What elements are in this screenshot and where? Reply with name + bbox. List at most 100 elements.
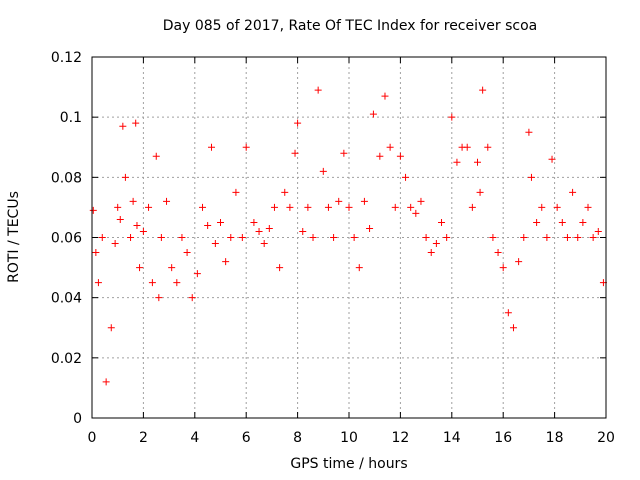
data-point bbox=[168, 264, 176, 272]
data-point bbox=[217, 218, 224, 226]
data-point bbox=[515, 258, 523, 266]
data-point bbox=[294, 119, 302, 127]
data-point bbox=[232, 188, 240, 196]
data-point bbox=[260, 240, 268, 248]
data-point bbox=[548, 155, 556, 163]
data-point bbox=[396, 152, 404, 160]
data-point bbox=[520, 234, 528, 241]
data-point bbox=[92, 249, 100, 257]
x-tick-label: 12 bbox=[391, 430, 409, 446]
data-point bbox=[443, 234, 451, 241]
data-point bbox=[427, 249, 435, 257]
data-point bbox=[89, 206, 97, 214]
data-point bbox=[309, 234, 317, 241]
data-point bbox=[129, 197, 137, 205]
data-point bbox=[330, 234, 338, 241]
data-point bbox=[355, 264, 363, 272]
data-point bbox=[340, 149, 348, 157]
data-point bbox=[553, 203, 561, 211]
data-point bbox=[286, 203, 294, 211]
data-point bbox=[299, 227, 307, 235]
data-point bbox=[173, 279, 181, 287]
data-point bbox=[417, 197, 425, 205]
x-tick-label: 6 bbox=[242, 430, 251, 446]
data-point bbox=[291, 149, 299, 157]
data-point bbox=[594, 227, 602, 235]
data-point bbox=[438, 218, 446, 226]
data-point bbox=[111, 240, 119, 248]
data-point bbox=[538, 203, 546, 211]
data-point bbox=[121, 173, 129, 181]
data-point bbox=[407, 203, 415, 211]
data-point bbox=[255, 227, 263, 235]
data-point bbox=[574, 234, 582, 241]
data-point bbox=[345, 203, 353, 211]
data-point bbox=[242, 143, 250, 151]
y-tick-label: 0.1 bbox=[60, 110, 82, 126]
data-point bbox=[276, 264, 284, 272]
data-point bbox=[157, 234, 165, 241]
data-point bbox=[402, 173, 410, 181]
x-tick-label: 0 bbox=[88, 430, 97, 446]
x-tick-label: 20 bbox=[597, 430, 615, 446]
axis-ticks: 0 2 4 6 8 10 12 14 16 18 20 0 0.02 0.04 0.06 0.08 0.1 0.1… bbox=[51, 50, 615, 446]
data-point bbox=[98, 234, 106, 241]
x-tick-label: 2 bbox=[139, 430, 148, 446]
data-point bbox=[183, 249, 191, 257]
data-point bbox=[208, 143, 216, 151]
data-point bbox=[509, 324, 517, 332]
data-point bbox=[222, 258, 230, 266]
data-point bbox=[199, 203, 207, 211]
data-point bbox=[127, 234, 135, 241]
data-point bbox=[116, 215, 124, 223]
data-point bbox=[589, 234, 597, 241]
data-point bbox=[558, 218, 566, 226]
data-point bbox=[386, 143, 394, 151]
data-point bbox=[448, 113, 456, 121]
data-point bbox=[479, 86, 487, 94]
data-point bbox=[412, 209, 420, 217]
data-point bbox=[484, 143, 492, 151]
data-point bbox=[102, 378, 110, 386]
data-point bbox=[569, 188, 577, 196]
data-point bbox=[543, 234, 551, 241]
data-point bbox=[525, 128, 533, 136]
data-point bbox=[94, 279, 102, 287]
x-axis-label: GPS time / hours bbox=[290, 456, 408, 472]
data-point bbox=[250, 218, 258, 226]
data-point bbox=[381, 92, 389, 100]
data-point bbox=[579, 218, 587, 226]
data-point bbox=[366, 224, 374, 232]
data-point bbox=[152, 152, 160, 160]
x-tick-label: 10 bbox=[340, 430, 358, 446]
data-point bbox=[489, 234, 497, 241]
data-point bbox=[204, 221, 212, 229]
data-point bbox=[270, 203, 278, 211]
data-point bbox=[163, 197, 171, 205]
data-point bbox=[432, 240, 440, 248]
data-point bbox=[193, 270, 201, 278]
data-point bbox=[563, 234, 571, 241]
x-tick-label: 18 bbox=[546, 430, 564, 446]
data-point bbox=[335, 197, 343, 205]
data-point bbox=[178, 234, 186, 241]
data-point bbox=[499, 264, 507, 272]
data-point bbox=[132, 119, 140, 127]
data-point bbox=[136, 264, 144, 272]
data-point bbox=[376, 152, 384, 160]
grid bbox=[92, 57, 606, 418]
y-tick-label: 0.02 bbox=[51, 351, 82, 367]
chart-title: Day 085 of 2017, Rate Of TEC Index for r… bbox=[162, 18, 538, 34]
data-point bbox=[314, 86, 322, 94]
x-tick-label: 8 bbox=[293, 430, 302, 446]
data-point bbox=[391, 203, 399, 211]
data-points bbox=[89, 86, 607, 386]
data-point bbox=[114, 203, 122, 211]
data-point bbox=[304, 203, 312, 211]
data-point bbox=[533, 218, 541, 226]
data-point bbox=[527, 173, 535, 181]
data-point bbox=[133, 221, 141, 229]
data-point bbox=[227, 234, 235, 241]
data-point bbox=[422, 234, 430, 241]
